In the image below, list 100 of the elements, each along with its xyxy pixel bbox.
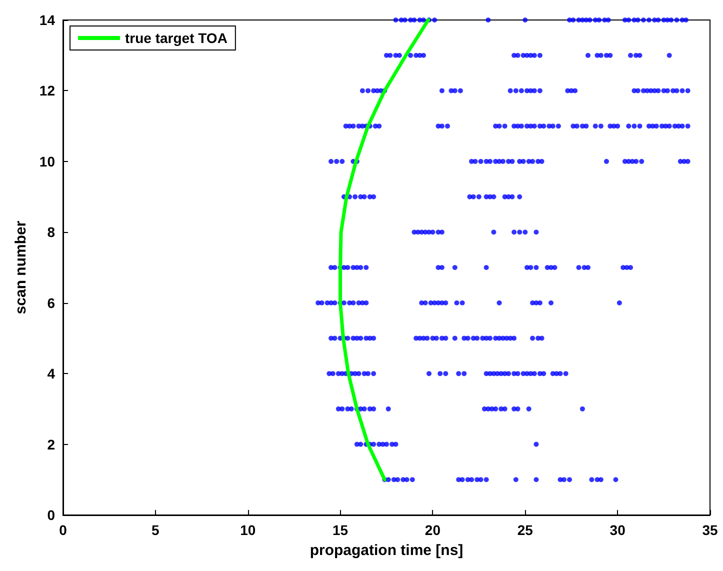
point: [534, 230, 539, 235]
point: [350, 300, 356, 306]
point: [539, 336, 544, 341]
point: [534, 265, 539, 270]
point: [574, 124, 580, 129]
point: [541, 124, 546, 129]
point: [530, 336, 536, 341]
point: [502, 406, 508, 412]
point: [541, 371, 546, 376]
point: [570, 18, 576, 22]
point: [528, 265, 534, 270]
point: [550, 124, 556, 129]
point: [517, 230, 522, 235]
point: [506, 371, 512, 376]
point: [632, 124, 637, 129]
point: [328, 158, 334, 164]
x-tick-label: 20: [424, 522, 441, 538]
point: [443, 371, 448, 376]
point: [420, 18, 426, 22]
point: [634, 158, 639, 164]
point: [456, 371, 462, 376]
point: [358, 442, 364, 447]
point: [532, 52, 537, 58]
point: [462, 371, 467, 376]
point: [396, 52, 402, 58]
y-tick-label: 6: [47, 294, 56, 311]
y-tick-label: 12: [39, 82, 56, 99]
point: [486, 18, 491, 22]
point: [558, 371, 563, 376]
point: [488, 336, 493, 341]
point: [517, 194, 522, 200]
point: [476, 194, 482, 200]
y-axis-title: scan number: [12, 220, 30, 314]
point: [534, 442, 539, 447]
point: [537, 52, 542, 58]
point: [685, 88, 690, 94]
point: [685, 158, 690, 164]
point: [458, 88, 463, 94]
point: [628, 52, 634, 58]
y-tick-label: 14: [39, 12, 56, 28]
point: [532, 124, 537, 129]
point: [500, 158, 506, 164]
point: [452, 265, 458, 270]
point: [439, 124, 444, 129]
point: [345, 336, 350, 341]
point: [395, 477, 400, 482]
point: [434, 336, 439, 341]
point: [589, 477, 594, 482]
point: [460, 477, 465, 482]
point: [532, 88, 537, 94]
point: [666, 52, 672, 58]
y-tick-label: 0: [47, 507, 56, 523]
point: [664, 88, 670, 94]
point: [345, 265, 350, 270]
point: [360, 88, 365, 94]
point: [552, 265, 558, 270]
point: [470, 194, 476, 200]
point: [510, 194, 515, 200]
point: [637, 52, 642, 58]
point: [358, 336, 364, 341]
point: [534, 477, 539, 482]
point: [586, 265, 590, 270]
point: [432, 18, 438, 22]
point: [478, 477, 484, 482]
point: [598, 477, 604, 482]
point: [556, 124, 561, 129]
point: [386, 477, 391, 482]
point: [439, 88, 444, 94]
point: [608, 52, 613, 58]
point: [628, 265, 634, 270]
point: [567, 477, 572, 482]
point: [422, 300, 428, 306]
point: [674, 18, 680, 22]
point: [674, 88, 680, 94]
point: [420, 52, 426, 58]
point: [656, 18, 661, 22]
point: [522, 230, 528, 235]
point: [613, 477, 618, 482]
point: [332, 300, 338, 306]
point: [484, 265, 489, 270]
point: [640, 18, 646, 22]
point: [439, 230, 444, 235]
point: [371, 371, 376, 376]
point: [484, 477, 489, 482]
point: [384, 442, 389, 447]
point: [515, 371, 520, 376]
point: [596, 18, 602, 22]
point: [668, 18, 674, 22]
point: [452, 336, 458, 341]
point: [518, 124, 524, 129]
point: [439, 265, 444, 270]
point: [426, 371, 432, 376]
x-tick-label: 35: [702, 522, 718, 538]
point: [496, 300, 502, 306]
point: [587, 18, 592, 22]
point: [561, 477, 566, 482]
point: [532, 371, 537, 376]
point: [683, 18, 688, 22]
point: [522, 18, 528, 22]
point: [592, 124, 598, 129]
